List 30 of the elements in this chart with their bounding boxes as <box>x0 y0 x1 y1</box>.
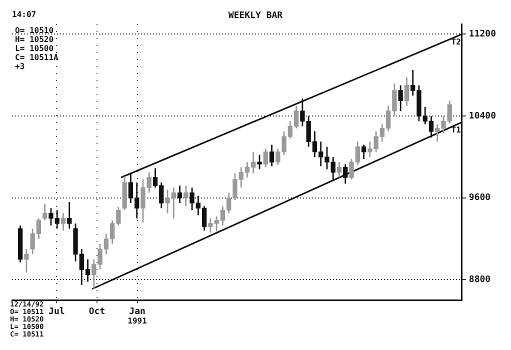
series-label: T1 <box>451 125 462 134</box>
candlestick <box>122 176 127 211</box>
y-tick-label: 11200 <box>468 30 496 40</box>
annotation: C= 10511A <box>15 53 59 62</box>
chart-title: WEEKLY BAR <box>228 10 284 21</box>
x-tick-label: Jul <box>48 306 65 317</box>
annotation: O= 10510 <box>15 26 54 36</box>
y-tick-label: 9600 <box>468 193 491 204</box>
y-tick-label: 10400 <box>468 111 496 122</box>
candlestick <box>42 203 48 222</box>
candlestick <box>343 163 348 184</box>
x-tick-label: Jan <box>129 306 146 317</box>
annotation: L= 10500 <box>15 44 54 54</box>
text: 1991 <box>128 316 148 326</box>
candlestick <box>24 248 29 274</box>
annotation: +3 <box>15 62 25 72</box>
x-tick-label: Oct <box>88 306 106 317</box>
candlestick <box>269 144 274 167</box>
candlestick <box>263 148 268 168</box>
annotation: H= 10520 <box>15 35 54 44</box>
series-label: T2 <box>451 37 462 46</box>
candlestick <box>18 224 23 264</box>
candlestick <box>336 161 342 178</box>
y-tick-label: 8800 <box>468 275 491 286</box>
text: 14:07 <box>12 10 36 20</box>
candlestick <box>60 212 66 232</box>
candlestick <box>404 76 410 107</box>
candlestick <box>398 84 403 112</box>
candlestick <box>257 154 262 170</box>
candlestick <box>67 201 72 230</box>
